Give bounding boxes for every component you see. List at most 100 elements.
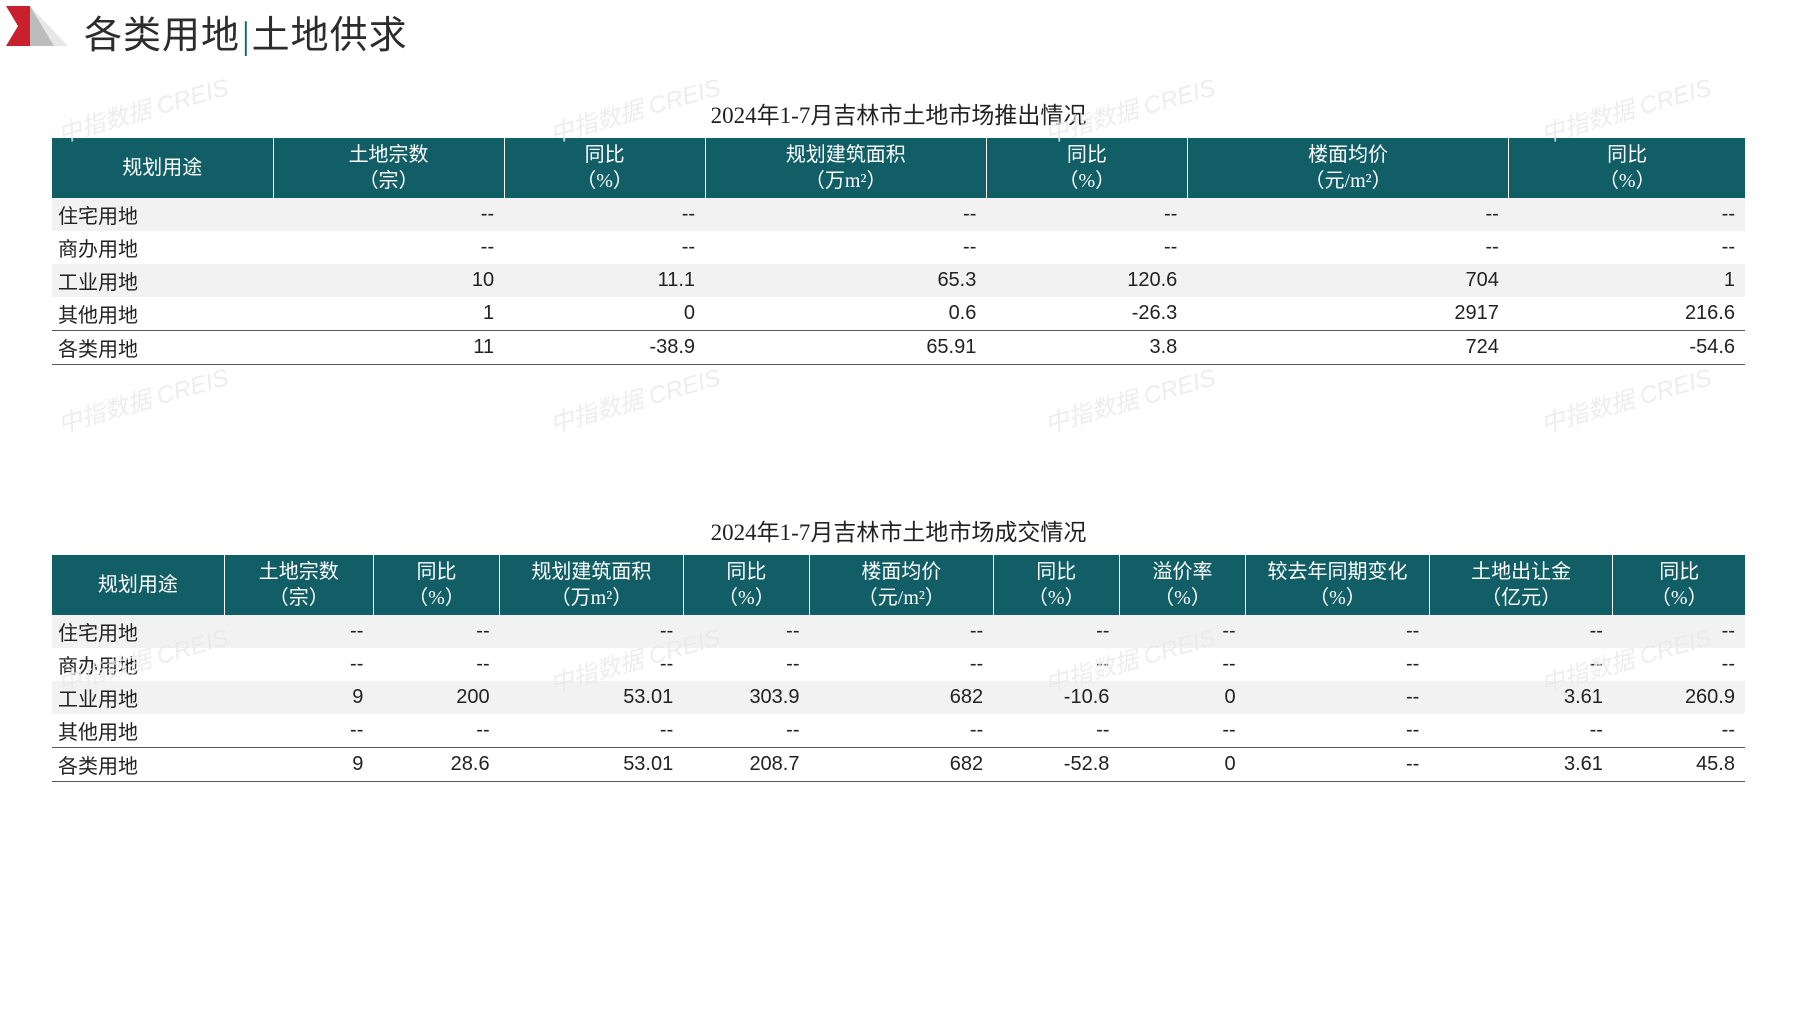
table2-cell: --: [1119, 615, 1245, 648]
table2-cell: --: [1613, 615, 1745, 648]
table1-header-cell: 楼面均价（元/m²）: [1187, 138, 1509, 198]
table2-cell: 200: [373, 681, 499, 714]
table2-cell: --: [683, 615, 809, 648]
table2-cell: --: [1246, 681, 1430, 714]
table2-cell: 260.9: [1613, 681, 1745, 714]
table1-total-label: 各类用地: [52, 331, 273, 365]
table2-total-cell: 45.8: [1613, 748, 1745, 782]
table1-header-row: 规划用途土地宗数（宗）同比（%）规划建筑面积（万m²）同比（%）楼面均价（元/m…: [52, 138, 1745, 198]
table1-cell: 1: [1509, 264, 1745, 297]
table2-cell: --: [683, 648, 809, 681]
table2-header-row: 规划用途土地宗数（宗）同比（%）规划建筑面积（万m²）同比（%）楼面均价（元/m…: [52, 555, 1745, 615]
table1-cell: 704: [1187, 264, 1509, 297]
table2-cell: --: [1429, 615, 1613, 648]
table1-cell: --: [1187, 198, 1509, 231]
table2-cell: --: [1246, 615, 1430, 648]
title-left: 各类用地: [84, 4, 240, 59]
table2-cell: --: [373, 714, 499, 748]
table1-cell: 2917: [1187, 297, 1509, 331]
table2-cell: --: [500, 648, 684, 681]
table2-row-label: 其他用地: [52, 714, 224, 748]
table1-total-cell: 11: [273, 331, 504, 365]
table2-cell: --: [993, 714, 1119, 748]
table2-total-cell: 0: [1119, 748, 1245, 782]
table1-header-cell: 土地宗数（宗）: [273, 138, 504, 198]
watermark-text: 中指数据 CREIS: [1040, 357, 1219, 439]
table1-cell: --: [1509, 198, 1745, 231]
table1-cell: 216.6: [1509, 297, 1745, 331]
table2-cell: --: [993, 648, 1119, 681]
table2-row-label: 住宅用地: [52, 615, 224, 648]
table2-total-cell: 9: [224, 748, 373, 782]
table1-cell: 0: [504, 297, 705, 331]
table2-total-cell: 28.6: [373, 748, 499, 782]
table1-total-cell: 3.8: [986, 331, 1187, 365]
table1-row: 商办用地------------: [52, 231, 1745, 264]
table2-cell: --: [1119, 714, 1245, 748]
page-header: 各类用地 | 土地供求: [6, 6, 1797, 54]
table2-row-label: 商办用地: [52, 648, 224, 681]
table2-cell: --: [500, 714, 684, 748]
table2-header-cell: 土地出让金（亿元）: [1429, 555, 1613, 615]
table1-row-label: 工业用地: [52, 264, 273, 297]
table1-header-cell: 规划用途: [52, 138, 273, 198]
table1-cell: --: [1187, 231, 1509, 264]
table1-row: 其他用地100.6-26.32917216.6: [52, 297, 1745, 331]
table1-header-cell: 同比（%）: [986, 138, 1187, 198]
table2-cell: --: [500, 615, 684, 648]
table1-row: 住宅用地------------: [52, 198, 1745, 231]
table2-total-cell: --: [1246, 748, 1430, 782]
table1-row-label: 商办用地: [52, 231, 273, 264]
table1-cell: 10: [273, 264, 504, 297]
table2-cell: --: [1429, 648, 1613, 681]
page-title: 各类用地 | 土地供求: [84, 4, 408, 59]
table2-cell: --: [1613, 714, 1745, 748]
table2-cell: --: [224, 615, 373, 648]
table2-cell: --: [810, 615, 994, 648]
table1-cell: --: [705, 198, 986, 231]
table2-cell: 53.01: [500, 681, 684, 714]
watermark-text: 中指数据 CREIS: [545, 357, 724, 439]
table2-cell: -10.6: [993, 681, 1119, 714]
table2-header-cell: 同比（%）: [993, 555, 1119, 615]
table1-cell: --: [273, 198, 504, 231]
table2-header-cell: 楼面均价（元/m²）: [810, 555, 994, 615]
table1-header-cell: 规划建筑面积（万m²）: [705, 138, 986, 198]
table2-cell: 682: [810, 681, 994, 714]
table2-cell: --: [1613, 648, 1745, 681]
table2-total-row: 各类用地928.653.01208.7682-52.80--3.6145.8: [52, 748, 1745, 782]
table2-cell: --: [224, 648, 373, 681]
title-separator: |: [242, 14, 250, 58]
table1-cell: --: [705, 231, 986, 264]
table1-cell: --: [504, 198, 705, 231]
table1-header-cell: 同比（%）: [504, 138, 705, 198]
table1-row: 工业用地1011.165.3120.67041: [52, 264, 1745, 297]
table2-cell: --: [1119, 648, 1245, 681]
table1-cell: --: [1509, 231, 1745, 264]
table2-cell: 3.61: [1429, 681, 1613, 714]
table2-cell: --: [373, 648, 499, 681]
table2-cell: 0: [1119, 681, 1245, 714]
table2-header-cell: 溢价率（%）: [1119, 555, 1245, 615]
table1-total-cell: 65.91: [705, 331, 986, 365]
table2-title: 2024年1-7月吉林市土地市场成交情况: [52, 513, 1745, 547]
table2-cell: --: [1246, 648, 1430, 681]
table1-cell: 1: [273, 297, 504, 331]
table1-row-label: 其他用地: [52, 297, 273, 331]
table-launch: 规划用途土地宗数（宗）同比（%）规划建筑面积（万m²）同比（%）楼面均价（元/m…: [52, 138, 1745, 365]
table-deal: 规划用途土地宗数（宗）同比（%）规划建筑面积（万m²）同比（%）楼面均价（元/m…: [52, 555, 1745, 782]
table1-cell: -26.3: [986, 297, 1187, 331]
table1-total-cell: -54.6: [1509, 331, 1745, 365]
table2-cell: --: [1429, 714, 1613, 748]
table2-total-cell: 53.01: [500, 748, 684, 782]
section-launch: 2024年1-7月吉林市土地市场推出情况 规划用途土地宗数（宗）同比（%）规划建…: [0, 96, 1797, 365]
table2-cell: --: [373, 615, 499, 648]
table2-total-cell: 682: [810, 748, 994, 782]
logo-icon: [6, 6, 68, 46]
table2-cell: --: [993, 615, 1119, 648]
table2-total-cell: 208.7: [683, 748, 809, 782]
table2-cell: --: [1246, 714, 1430, 748]
table2-cell: 9: [224, 681, 373, 714]
table1-total-cell: 724: [1187, 331, 1509, 365]
table2-header-cell: 同比（%）: [1613, 555, 1745, 615]
